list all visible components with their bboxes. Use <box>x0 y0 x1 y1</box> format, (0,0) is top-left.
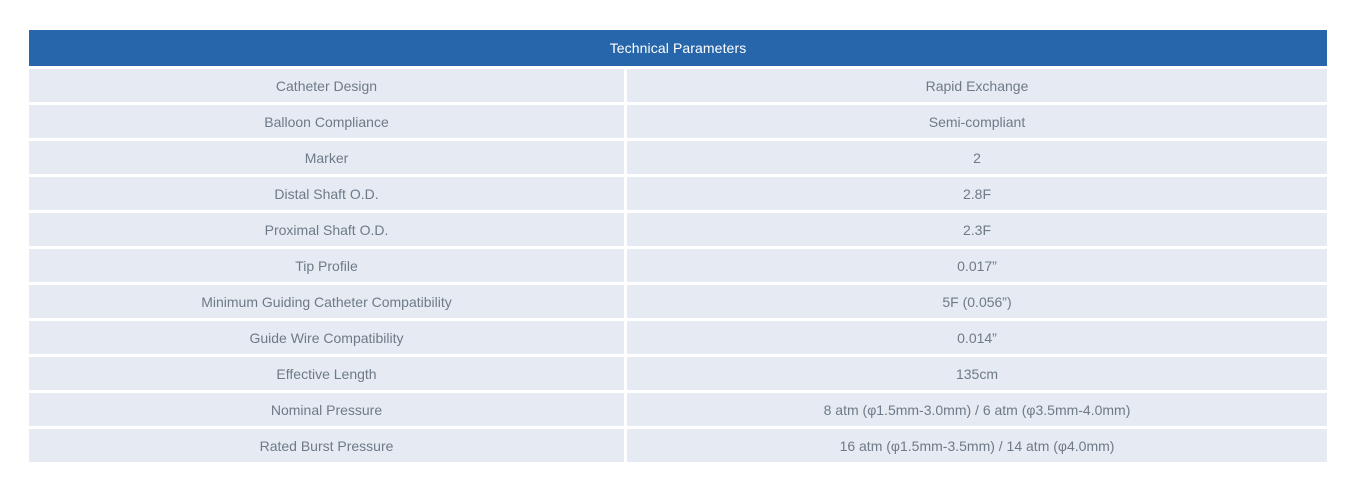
table-row: Rated Burst Pressure 16 atm (φ1.5mm-3.5mm… <box>29 429 1327 462</box>
value-cell: 16 atm (φ1.5mm-3.5mm) / 14 atm (φ4.0mm) <box>627 429 1327 462</box>
value-cell: Semi-compliant <box>627 105 1327 138</box>
table-row: Nominal Pressure 8 atm (φ1.5mm-3.0mm) / 6… <box>29 393 1327 426</box>
table-row: Minimum Guiding Catheter Compatibility 5F… <box>29 285 1327 318</box>
parameter-cell: Catheter Design <box>29 69 624 102</box>
value-cell: 0.017” <box>627 249 1327 282</box>
table-body: Catheter Design Rapid Exchange Balloon Com… <box>29 69 1327 462</box>
table-row: Effective Length 135cm <box>29 357 1327 390</box>
parameter-cell: Tip Profile <box>29 249 624 282</box>
table-title: Technical Parameters <box>609 40 747 56</box>
value-cell: 2.8F <box>627 177 1327 210</box>
table-row: Catheter Design Rapid Exchange <box>29 69 1327 102</box>
parameter-cell: Effective Length <box>29 357 624 390</box>
table-row: Proximal Shaft O.D. 2.3F <box>29 213 1327 246</box>
table-row: Balloon Compliance Semi-compliant <box>29 105 1327 138</box>
parameter-cell: Distal Shaft O.D. <box>29 177 624 210</box>
parameter-cell: Guide Wire Compatibility <box>29 321 624 354</box>
table-row: Marker 2 <box>29 141 1327 174</box>
parameter-cell: Rated Burst Pressure <box>29 429 624 462</box>
value-cell: 2.3F <box>627 213 1327 246</box>
value-cell: 135cm <box>627 357 1327 390</box>
parameter-cell: Nominal Pressure <box>29 393 624 426</box>
value-cell: 2 <box>627 141 1327 174</box>
value-cell: Rapid Exchange <box>627 69 1327 102</box>
parameter-cell: Minimum Guiding Catheter Compatibility <box>29 285 624 318</box>
table-row: Tip Profile 0.017” <box>29 249 1327 282</box>
value-cell: 0.014” <box>627 321 1327 354</box>
table-header: Technical Parameters <box>29 30 1327 66</box>
value-cell: 8 atm (φ1.5mm-3.0mm) / 6 atm (φ3.5mm-4.0… <box>627 393 1327 426</box>
parameter-cell: Proximal Shaft O.D. <box>29 213 624 246</box>
technical-parameters-table: Technical Parameters Catheter Design Rapi… <box>29 30 1327 462</box>
parameter-cell: Marker <box>29 141 624 174</box>
table-row: Guide Wire Compatibility 0.014” <box>29 321 1327 354</box>
table-row: Distal Shaft O.D. 2.8F <box>29 177 1327 210</box>
parameter-cell: Balloon Compliance <box>29 105 624 138</box>
value-cell: 5F (0.056”) <box>627 285 1327 318</box>
